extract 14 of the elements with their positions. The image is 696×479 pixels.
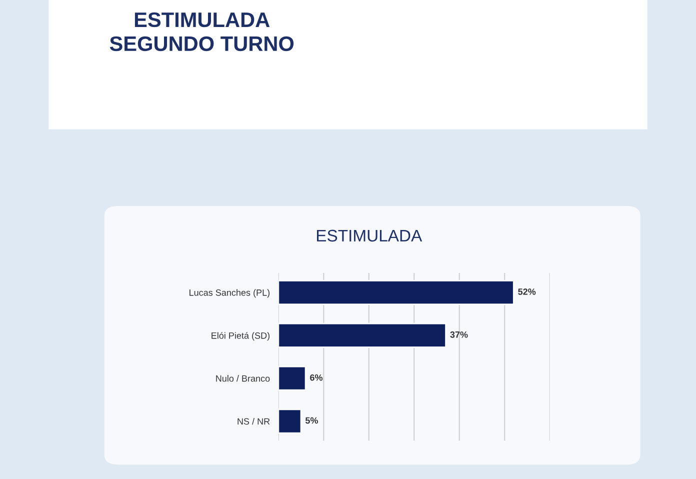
data-label: 52% bbox=[518, 288, 536, 295]
bar bbox=[278, 366, 306, 391]
bar bbox=[278, 280, 514, 305]
y-tick-label: Nulo / Branco bbox=[216, 375, 270, 382]
y-tick-label: NS / NR bbox=[238, 418, 270, 425]
data-label: 5% bbox=[305, 417, 318, 424]
data-label: 37% bbox=[450, 331, 468, 338]
y-tick-label: Lucas Sanches (PL) bbox=[190, 289, 270, 298]
bar bbox=[278, 408, 302, 434]
chart-title: ESTIMULADA SEGUNDO TURNO bbox=[110, 12, 294, 52]
bar bbox=[278, 322, 446, 348]
y-tick-label: Elói Pietá (SD) bbox=[212, 332, 270, 341]
data-label: 6% bbox=[310, 374, 323, 381]
chart-subtitle: ESTIMULADA bbox=[316, 230, 422, 242]
